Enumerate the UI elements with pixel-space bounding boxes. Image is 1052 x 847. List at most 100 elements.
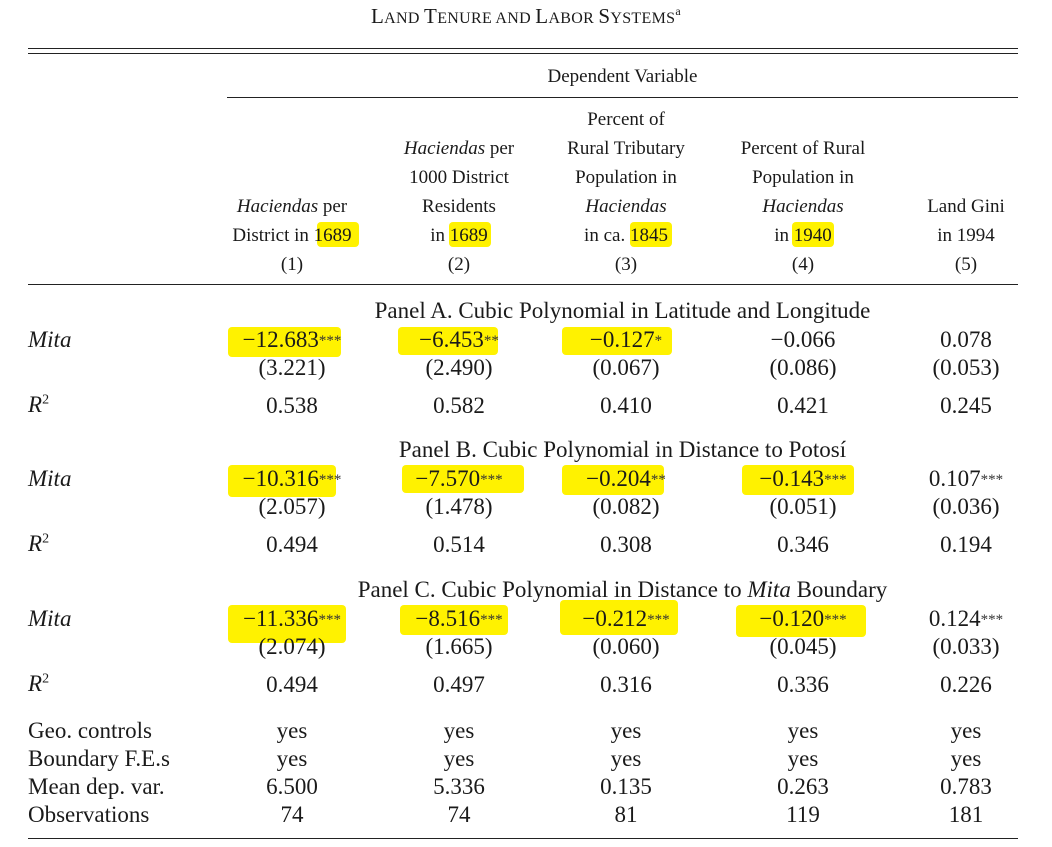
r2-cell: 0.494	[266, 532, 318, 557]
table-title: LAND TENURE AND LABOR SYSTEMSa	[371, 4, 681, 28]
top-rule-2	[28, 53, 1018, 54]
footer-cell: yes	[276, 746, 308, 771]
top-rule	[28, 48, 1018, 49]
panel-title: Panel C. Cubic Polynomial in Distance to…	[357, 577, 888, 602]
coef-cell: −0.127*	[589, 327, 663, 352]
footer-cell: yes	[443, 746, 475, 771]
coef-cell: −0.120***	[759, 606, 847, 631]
bottom-rule	[28, 838, 1018, 839]
se-cell: (0.053)	[932, 355, 1000, 380]
footer-row-label: Observations	[28, 802, 150, 827]
column-header-1-line-5: District in 1689	[232, 225, 352, 246]
footer-cell: 81	[614, 802, 638, 827]
column-header-3-line-5: in ca. 1845	[584, 225, 668, 246]
coef-cell: −0.143***	[759, 466, 847, 491]
footer-cell: 74	[447, 802, 471, 827]
column-header-3-line-6: (3)	[614, 254, 638, 275]
se-cell: (2.074)	[258, 634, 326, 659]
r2-cell: 0.494	[266, 672, 318, 697]
footer-cell: 119	[786, 802, 820, 827]
footer-cell: yes	[443, 718, 475, 743]
se-cell: (1.665)	[425, 634, 493, 659]
coef-cell: 0.124***	[928, 606, 1004, 631]
footer-row-label: Geo. controls	[28, 718, 152, 743]
footer-cell: 74	[280, 802, 304, 827]
se-cell: (1.478)	[425, 494, 493, 519]
footer-cell: 6.500	[266, 774, 318, 799]
column-header-1-line-6: (1)	[280, 254, 304, 275]
se-cell: (0.036)	[932, 494, 1000, 519]
dependent-variable-header: Dependent Variable	[547, 66, 698, 87]
column-header-2-line-5: in 1689	[430, 225, 488, 246]
r2-cell: 0.336	[777, 672, 829, 697]
se-cell: (0.060)	[592, 634, 660, 659]
se-cell: (0.082)	[592, 494, 660, 519]
column-header-3-line-4: Haciendas	[585, 196, 667, 217]
coef-cell: −0.204**	[586, 466, 666, 491]
r2-cell: 0.497	[433, 672, 485, 697]
footer-cell: 0.263	[777, 774, 829, 799]
se-cell: (0.045)	[769, 634, 837, 659]
r2-cell: 0.514	[433, 532, 485, 557]
coef-cell: −8.516***	[415, 606, 503, 631]
column-header-5-line-4: Land Gini	[927, 196, 1005, 217]
r2-cell: 0.226	[940, 672, 992, 697]
coef-cell: 0.078	[940, 327, 992, 352]
row-label-mita: Mita	[28, 606, 72, 631]
r2-cell: 0.194	[940, 532, 992, 557]
r2-cell: 0.245	[940, 393, 992, 418]
footer-cell: 0.783	[940, 774, 992, 799]
footer-cell: 0.135	[600, 774, 652, 799]
r2-cell: 0.346	[777, 532, 829, 557]
r2-cell: 0.308	[600, 532, 652, 557]
column-header-3-line-1: Percent of	[587, 109, 665, 130]
footer-cell: yes	[950, 746, 982, 771]
row-label-mita: Mita	[28, 466, 72, 491]
footer-cell: yes	[276, 718, 308, 743]
column-header-3-line-3: Population in	[575, 167, 677, 188]
panel-title: Panel A. Cubic Polynomial in Latitude an…	[374, 298, 871, 323]
row-label-mita: Mita	[28, 327, 72, 352]
r2-cell: 0.316	[600, 672, 652, 697]
column-header-2-line-4: Residents	[422, 196, 496, 217]
coef-cell: −6.453**	[419, 327, 499, 352]
footer-cell: yes	[950, 718, 982, 743]
column-header-1-line-4: Haciendas per	[236, 196, 348, 217]
footer-cell: yes	[610, 746, 642, 771]
row-label-r2: R2	[28, 392, 50, 417]
se-cell: (0.086)	[769, 355, 837, 380]
footer-cell: 181	[948, 802, 984, 827]
se-cell: (0.033)	[932, 634, 1000, 659]
column-header-2-line-2: Haciendas per	[403, 138, 515, 159]
column-header-4-line-6: (4)	[791, 254, 815, 275]
column-header-2-line-6: (2)	[447, 254, 471, 275]
column-header-5-line-6: (5)	[954, 254, 978, 275]
r2-cell: 0.582	[433, 393, 485, 418]
column-header-5-line-5: in 1994	[937, 225, 995, 246]
footer-cell: yes	[610, 718, 642, 743]
r2-cell: 0.538	[266, 393, 318, 418]
column-header-2-line-3: 1000 District	[409, 167, 509, 188]
se-cell: (2.057)	[258, 494, 326, 519]
coef-cell: −7.570***	[415, 466, 503, 491]
footer-cell: 5.336	[433, 774, 485, 799]
r2-cell: 0.421	[777, 393, 829, 418]
footer-row-label: Boundary F.E.s	[28, 746, 170, 771]
panel-title: Panel B. Cubic Polynomial in Distance to…	[398, 437, 847, 462]
column-header-4-line-2: Percent of Rural	[740, 138, 866, 159]
se-cell: (0.051)	[769, 494, 837, 519]
column-header-3-line-2: Rural Tributary	[567, 138, 685, 159]
header-bottom-rule	[28, 284, 1018, 285]
dep-var-rule	[227, 97, 1018, 98]
row-label-r2: R2	[28, 671, 50, 696]
coef-cell: 0.107***	[928, 466, 1004, 491]
footer-cell: yes	[787, 718, 819, 743]
row-label-r2: R2	[28, 531, 50, 556]
column-header-4-line-3: Population in	[752, 167, 854, 188]
footer-cell: yes	[787, 746, 819, 771]
coef-cell: −12.683***	[242, 327, 342, 352]
r2-cell: 0.410	[600, 393, 652, 418]
se-cell: (3.221)	[258, 355, 326, 380]
column-header-4-line-4: Haciendas	[762, 196, 844, 217]
column-header-4-line-5: in 1940	[774, 225, 832, 246]
